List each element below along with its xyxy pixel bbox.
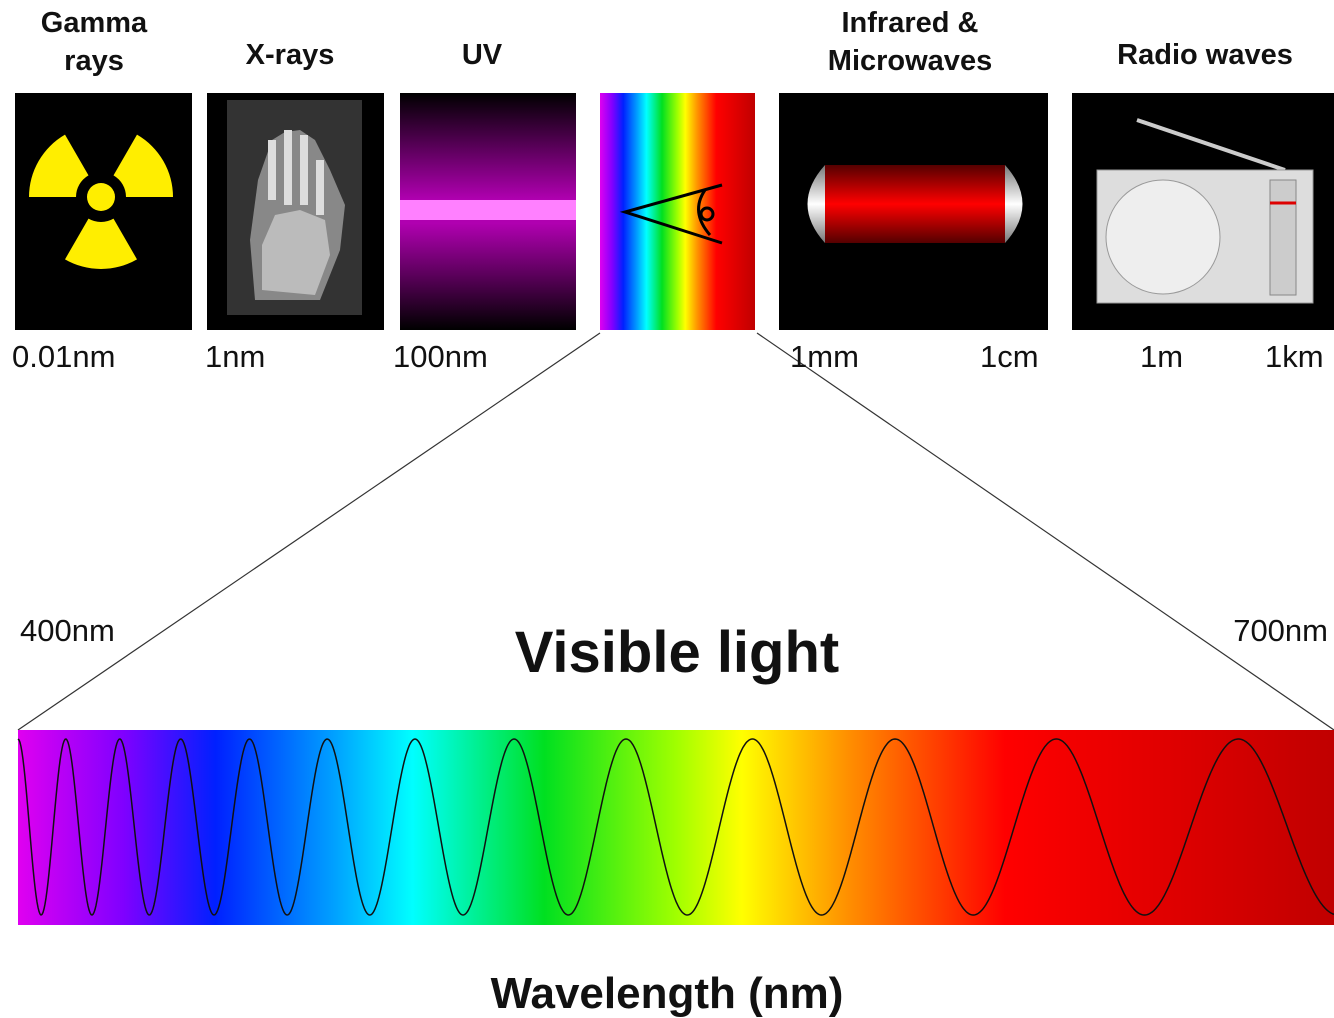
- visible-title: Visible light: [515, 620, 839, 685]
- scale-label: 1m: [1140, 339, 1183, 374]
- heater-coil: [825, 165, 1005, 243]
- scale-label: 0.01nm: [12, 339, 115, 374]
- end-label: 700nm: [1233, 613, 1328, 648]
- scale-label: 1nm: [205, 339, 265, 374]
- scale-label: 1cm: [980, 339, 1039, 374]
- visible-spectrum: [18, 730, 1334, 925]
- zoom-line: [756, 332, 1334, 731]
- band-title: Microwaves: [828, 45, 992, 77]
- band-title: Gamma: [41, 7, 148, 39]
- radiation-blade: [113, 134, 173, 197]
- heater-cap: [1005, 165, 1023, 243]
- band-title: Radio waves: [1117, 39, 1293, 71]
- scale-label: 1km: [1265, 339, 1324, 374]
- hand-icon: [250, 130, 345, 300]
- band-title: rays: [64, 45, 124, 77]
- band-title: Infrared &: [842, 7, 979, 39]
- wave: [17, 738, 1334, 916]
- scale-label: 1mm: [790, 339, 859, 374]
- antenna: [1136, 118, 1286, 172]
- eye-icon: [619, 183, 723, 245]
- zoom-line: [17, 332, 601, 731]
- radiation-blade: [65, 218, 137, 269]
- uv-band: [400, 200, 576, 220]
- start-label: 400nm: [20, 613, 115, 648]
- radiation-blade: [29, 134, 89, 197]
- band-title: X-rays: [246, 39, 335, 71]
- band-title: UV: [462, 39, 503, 71]
- radiation-center: [87, 183, 115, 211]
- scale-label: 100nm: [393, 339, 488, 374]
- radiation-icon: [29, 134, 173, 269]
- tuner: [1269, 179, 1297, 296]
- gamma-panel: [15, 93, 192, 330]
- axis-label: Wavelength (nm): [491, 969, 844, 1018]
- heater-cap: [807, 165, 825, 243]
- speaker-grille: [1105, 179, 1221, 295]
